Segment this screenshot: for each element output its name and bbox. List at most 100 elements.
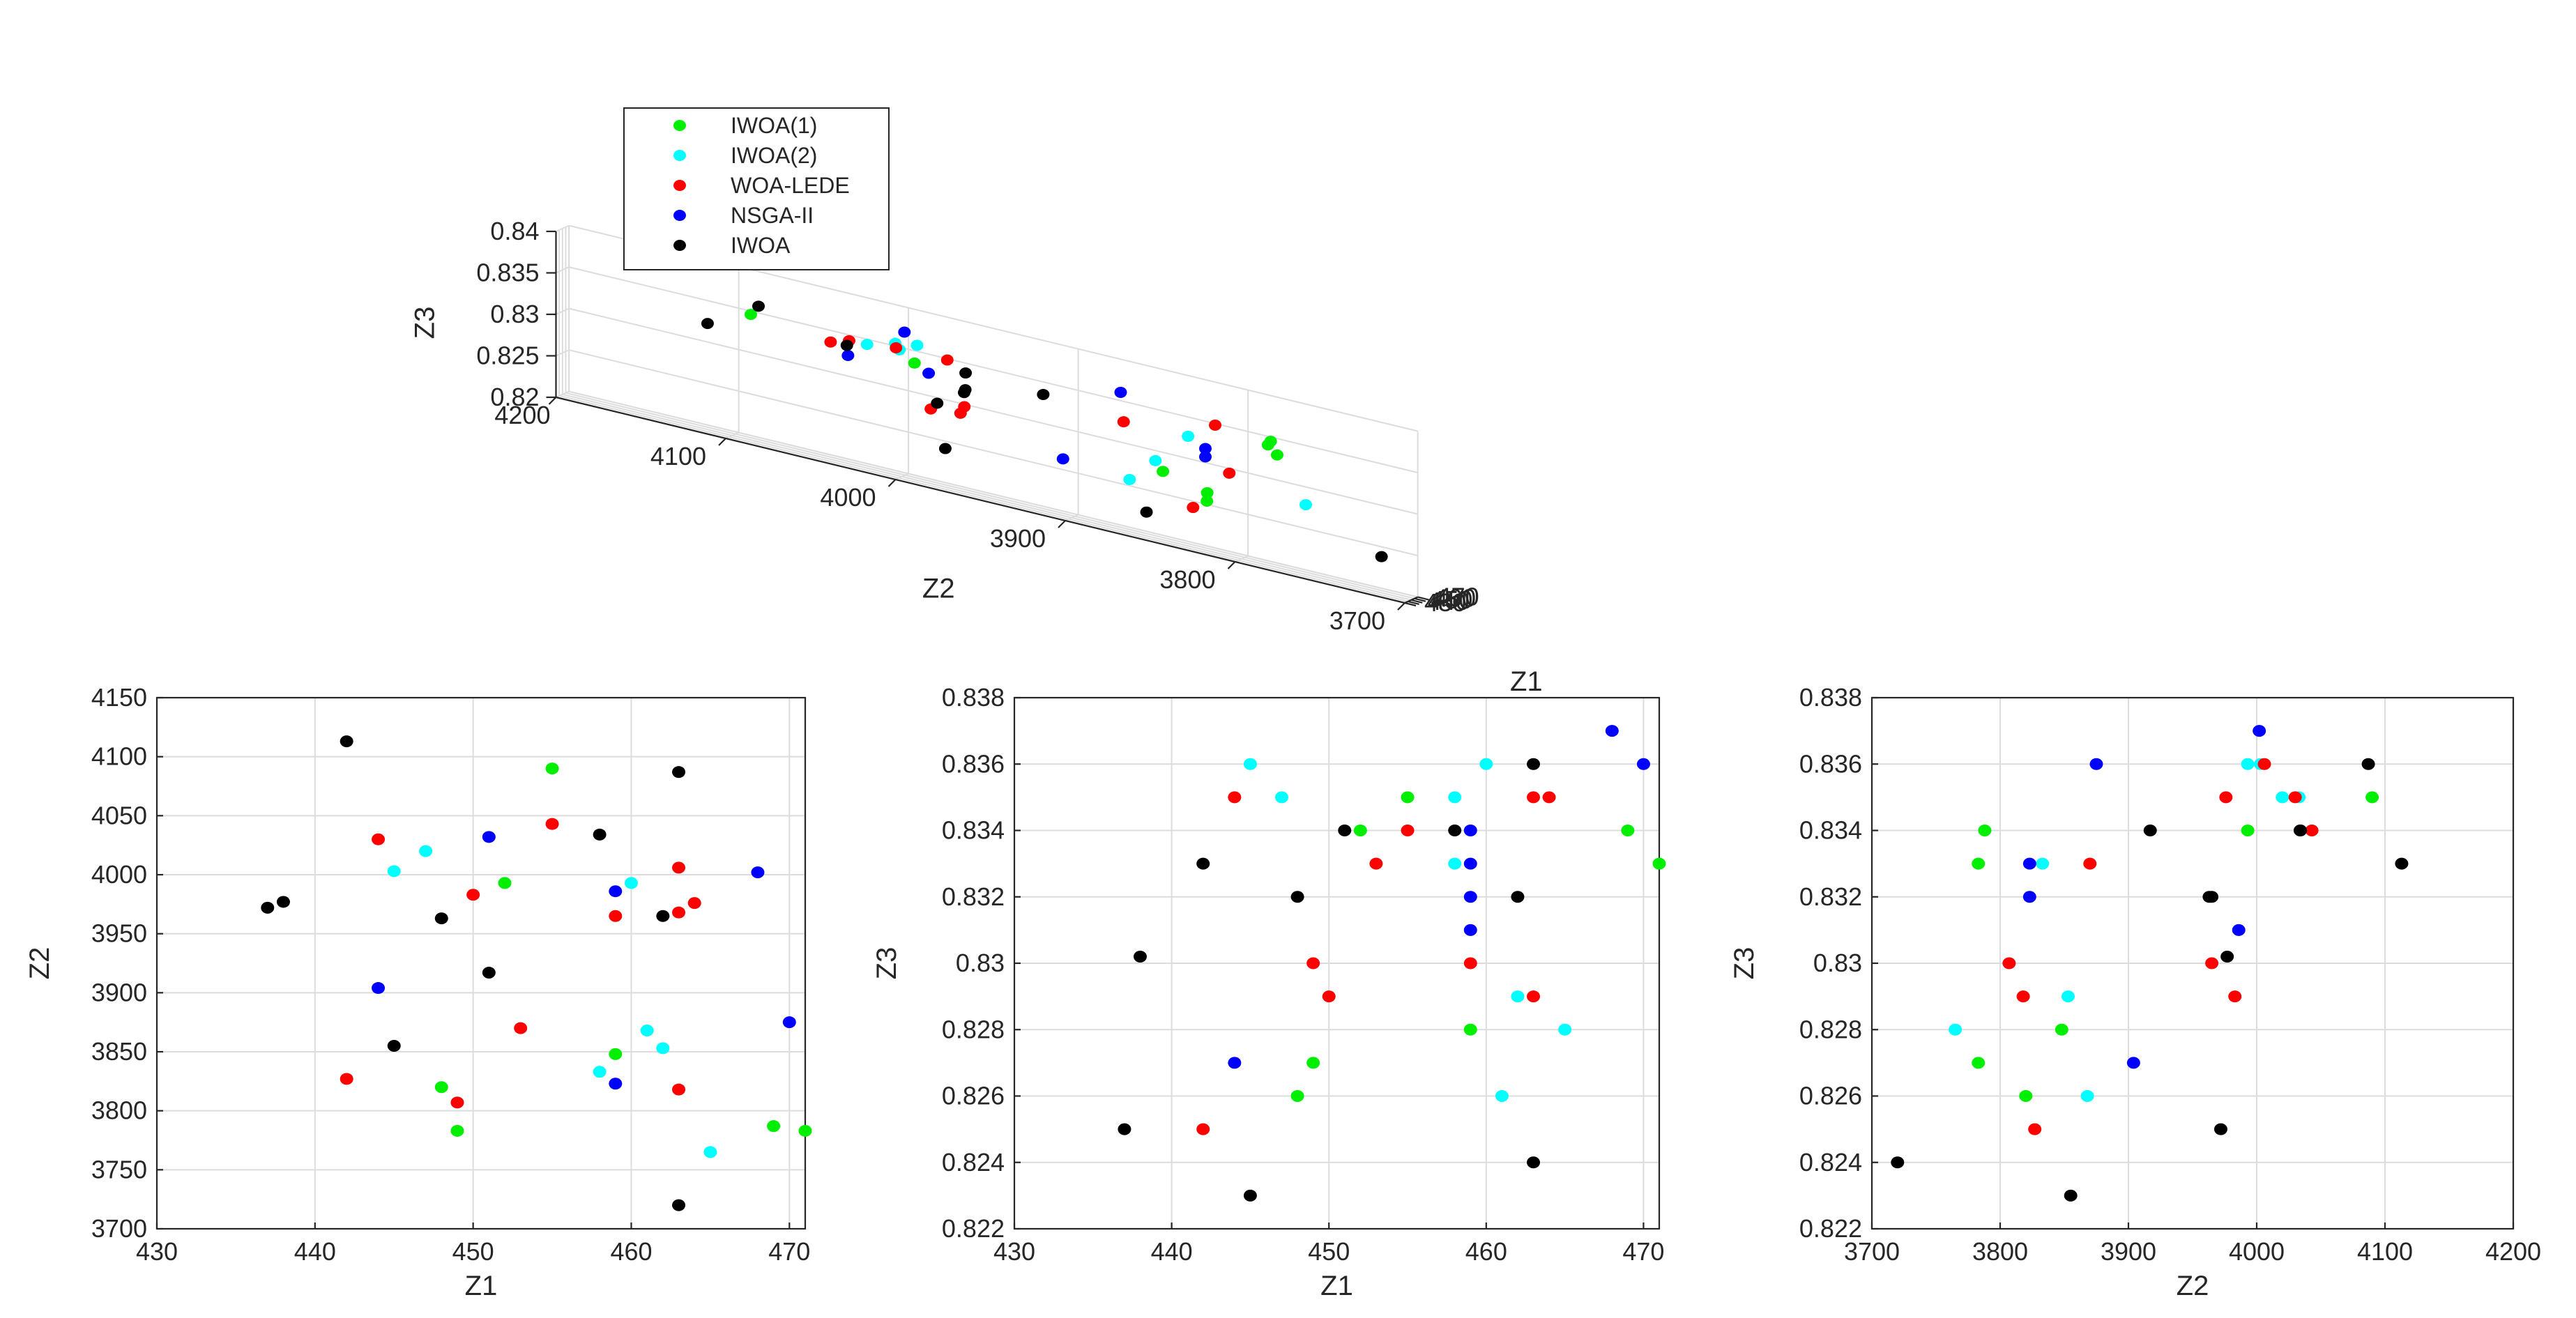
point-nsga-ii	[782, 1016, 796, 1029]
y-axis-label: Z3	[1729, 947, 1760, 980]
point-nsga-ii	[1605, 725, 1619, 737]
legend-label-iwoa: IWOA	[731, 233, 791, 258]
point-iwoa	[2220, 950, 2234, 963]
point-woa-lede	[2257, 758, 2271, 770]
grid-line	[568, 349, 1418, 557]
point-iwoa-1	[1621, 825, 1635, 836]
point-nsga-ii	[609, 885, 623, 898]
point-iwoa-2	[1511, 990, 1525, 1003]
x-tick-label: 3700	[1844, 1237, 1900, 1266]
point-iwoa	[1133, 950, 1147, 963]
point-iwoa-2	[2036, 857, 2050, 870]
z3-tick-label: 0.84	[490, 217, 539, 245]
tick-mark	[1058, 520, 1066, 528]
z2-tick-label: 3800	[1159, 565, 1215, 594]
point-nsga-ii	[1636, 758, 1650, 770]
point-iwoa	[672, 1199, 686, 1211]
point-woa-lede	[824, 336, 837, 348]
scatter-z1-z2: 430 440 450 460 470 3700 3750 3800 3850 3900 3950 4…	[24, 683, 812, 1301]
point-nsga-ii	[2022, 857, 2036, 870]
point-woa-lede	[545, 818, 559, 830]
point-nsga-ii	[1056, 453, 1069, 465]
z1-tick-label: 430	[1424, 588, 1466, 617]
y-tick-label: 0.838	[942, 683, 1005, 712]
point-iwoa-1	[744, 309, 757, 321]
point-iwoa-2	[1275, 791, 1289, 804]
grid-line	[556, 266, 570, 274]
legend-label-woa-lede: WOA-LEDE	[731, 173, 850, 198]
y-axis-label: Z2	[24, 947, 55, 980]
point-iwoa	[1118, 1123, 1131, 1135]
z2-tick-label: 4000	[820, 483, 876, 512]
point-iwoa-1	[1978, 825, 1992, 836]
axes-frame	[155, 696, 807, 1230]
z2-tick-label: 4200	[494, 401, 550, 429]
legend-label-iwoa-2: IWOA(2)	[731, 143, 817, 168]
grid-line	[562, 393, 1412, 601]
tick-mark	[1411, 599, 1423, 604]
y-tick-label: 0.822	[1799, 1214, 1862, 1243]
point-iwoa-1	[2365, 791, 2379, 804]
point-iwoa-1	[1201, 486, 1214, 498]
x-tick-label: 3800	[1972, 1237, 2028, 1266]
point-iwoa-2	[593, 1066, 607, 1078]
point-woa-lede	[940, 354, 954, 366]
point-woa-lede	[687, 897, 701, 910]
z1-axis-label: Z1	[1510, 666, 1543, 697]
y-tick-label: 4000	[91, 860, 147, 889]
point-nsga-ii	[372, 982, 386, 995]
y-tick-label: 4150	[91, 683, 147, 712]
point-iwoa-1	[2241, 825, 2255, 836]
point-iwoa-1	[609, 1048, 623, 1060]
point-woa-lede	[450, 1096, 464, 1109]
point-iwoa-1	[767, 1120, 781, 1133]
point-iwoa-1	[1972, 1057, 1986, 1069]
y-axis-label: Z3	[871, 947, 902, 980]
point-woa-lede	[2288, 791, 2302, 804]
point-iwoa-1	[1972, 857, 1986, 870]
point-iwoa	[1375, 551, 1388, 562]
point-iwoa-2	[860, 339, 874, 351]
y-tick-label: 0.828	[1799, 1015, 1862, 1043]
point-woa-lede	[514, 1022, 528, 1034]
point-iwoa	[261, 901, 275, 914]
grid-line	[558, 394, 1408, 602]
tick-mark	[1397, 602, 1405, 611]
grid-line	[568, 266, 1418, 474]
legend-label-nsga-ii: NSGA-II	[731, 203, 814, 228]
point-iwoa	[1511, 891, 1525, 903]
plot-area	[157, 698, 805, 1229]
tick-mark	[548, 397, 557, 405]
point-nsga-ii	[751, 866, 765, 879]
point-nsga-ii	[1198, 451, 1212, 463]
legend-marker-nsga-ii	[673, 210, 686, 221]
grid-line	[725, 431, 740, 439]
point-nsga-ii	[2022, 891, 2036, 903]
point-woa-lede	[1117, 416, 1130, 428]
grid-line	[556, 390, 570, 398]
point-iwoa-2	[1300, 499, 1312, 511]
z3-tick-label: 0.825	[476, 342, 539, 370]
z3-tick-label: 0.835	[476, 259, 539, 287]
y-tick-label: 3950	[91, 919, 147, 948]
y-tick-label: 3850	[91, 1037, 147, 1066]
point-iwoa-1	[1306, 1057, 1320, 1069]
point-iwoa-2	[1479, 758, 1493, 770]
point-nsga-ii	[1114, 386, 1127, 398]
y-tick-label: 0.822	[942, 1214, 1005, 1243]
point-iwoa-2	[1558, 1023, 1572, 1036]
point-iwoa	[931, 397, 944, 409]
x-axis-label: Z1	[465, 1271, 498, 1301]
point-iwoa-1	[1157, 466, 1170, 477]
y-tick-label: 3700	[91, 1214, 147, 1243]
point-iwoa-2	[656, 1042, 670, 1055]
point-nsga-ii	[1463, 825, 1477, 836]
point-iwoa	[1891, 1156, 1905, 1169]
point-iwoa-2	[910, 339, 924, 351]
point-woa-lede	[1401, 825, 1415, 836]
y-tick-label: 0.826	[1799, 1082, 1862, 1110]
tick-mark	[1408, 600, 1419, 605]
z2-tick-label: 4100	[650, 442, 706, 470]
point-woa-lede	[340, 1073, 353, 1085]
point-iwoa	[1140, 506, 1153, 518]
